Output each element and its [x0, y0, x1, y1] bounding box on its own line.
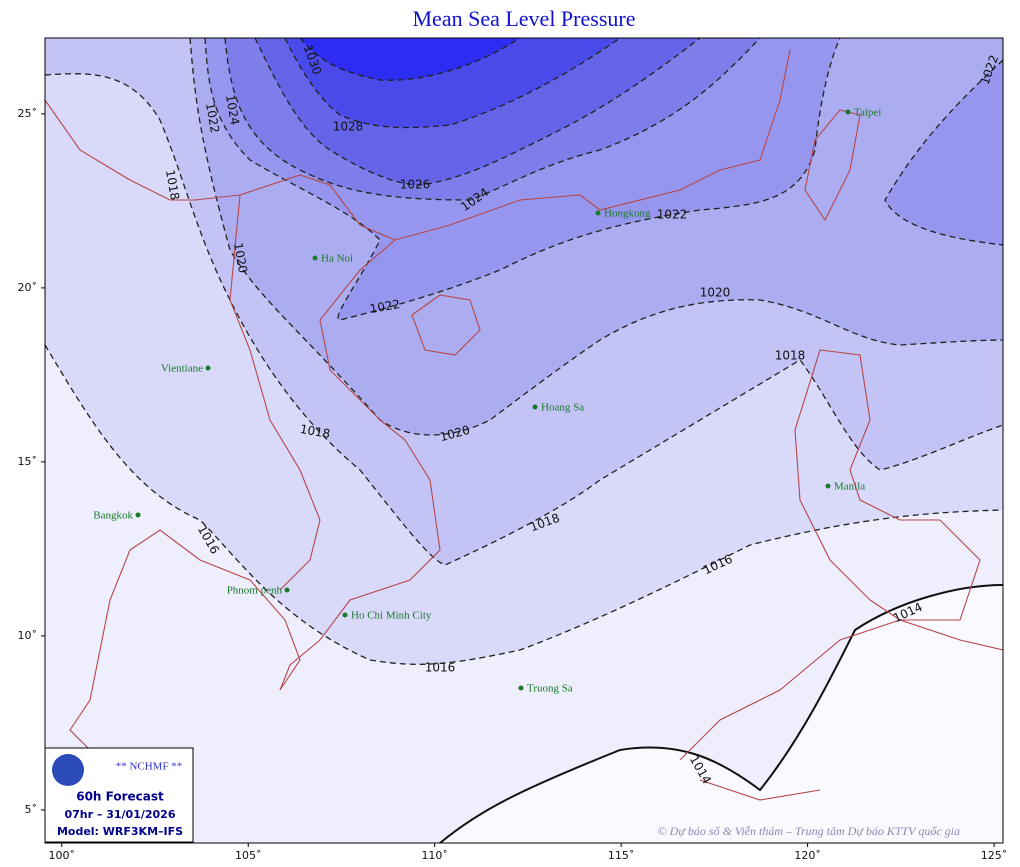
city-marker — [342, 612, 348, 618]
contour-label: 1024 — [223, 94, 242, 127]
city-label: Manila — [834, 481, 865, 493]
city-marker — [518, 685, 524, 691]
contour-label: 1020 — [231, 242, 250, 275]
legend-valid: 07hr – 31/01/2026 — [65, 808, 176, 821]
lat-tick-label: 15˚ — [18, 455, 38, 468]
contour-label: 1018 — [299, 422, 332, 441]
city-label: Ha Noi — [321, 253, 353, 265]
city-marker — [825, 483, 831, 489]
lat-tick-label: 10˚ — [18, 629, 38, 642]
city-label: Hoang Sa — [541, 402, 584, 414]
contour-label: 1022 — [369, 297, 402, 316]
lon-tick-label: 125˚ — [981, 849, 1008, 862]
contour-label: 1022 — [203, 102, 222, 135]
lon-tick-label: 120˚ — [794, 849, 821, 862]
contour-label: 1018 — [775, 349, 806, 363]
map-frame — [44, 37, 1004, 844]
lat-tick-label: 20˚ — [18, 281, 38, 294]
contour-label: 1020 — [700, 286, 731, 300]
city-marker — [205, 365, 211, 371]
legend-agency: ** NCHMF ** — [116, 761, 183, 773]
contour-label: 1018 — [163, 169, 182, 202]
lat-tick-label: 25˚ — [18, 107, 38, 120]
contour-label: 1026 — [400, 178, 431, 192]
legend-model: Model: WRF3KM–IFS — [57, 825, 183, 838]
city-label: Truong Sa — [527, 683, 573, 695]
map-title: Mean Sea Level Pressure — [413, 6, 636, 31]
lon-tick-label: 105˚ — [235, 849, 262, 862]
pressure-field — [45, 38, 1003, 843]
city-label: Phnom penh — [227, 585, 283, 597]
agency-logo — [52, 754, 84, 786]
city-marker — [595, 210, 601, 216]
contour-label: 1028 — [333, 120, 364, 134]
lat-tick-label: 5˚ — [25, 803, 38, 816]
city-label: Vientiane — [161, 363, 203, 375]
city-marker — [845, 109, 851, 115]
legend-box: ** NCHMF ** 60h Forecast 07hr – 31/01/20… — [44, 747, 194, 843]
legend-forecast: 60h Forecast — [76, 790, 164, 804]
contour-label: 1022 — [657, 208, 688, 222]
lon-tick-label: 110˚ — [421, 849, 448, 862]
city-label: Bangkok — [93, 510, 133, 522]
contour-label: 1016 — [425, 661, 456, 675]
city-marker — [312, 255, 318, 261]
credit: © Dự báo số & Viễn thám – Trung tâm Dự b… — [658, 824, 960, 838]
lon-tick-label: 100˚ — [49, 849, 76, 862]
city-label: Hongkong — [604, 208, 651, 220]
city-marker — [532, 404, 538, 410]
lon-tick-label: 115˚ — [608, 849, 635, 862]
city-label: Ho Chi Minh City — [351, 610, 432, 622]
city-marker — [135, 512, 141, 518]
city-marker — [284, 587, 290, 593]
city-label: Taipei — [854, 107, 881, 119]
